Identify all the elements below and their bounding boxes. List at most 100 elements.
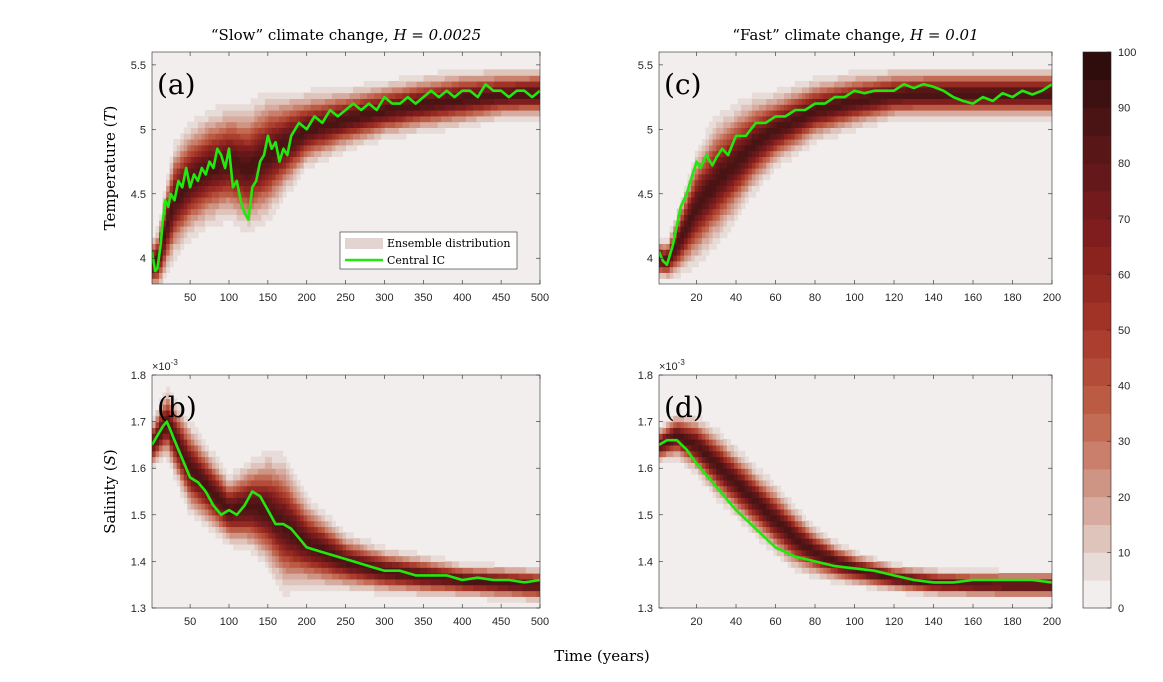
ensemble-cell	[458, 115, 463, 123]
ensemble-cell	[816, 526, 821, 533]
ensemble-cell	[183, 433, 188, 440]
ensemble-cell	[307, 110, 312, 117]
ensemble-cell	[676, 255, 682, 262]
ensemble-cell	[934, 573, 939, 580]
ensemble-cell	[310, 144, 315, 152]
ensemble-cell	[430, 127, 435, 134]
ensemble-cell	[673, 255, 678, 262]
ensemble-cell	[215, 514, 220, 522]
ensemble-cell	[398, 75, 404, 82]
ensemble-cell	[363, 133, 368, 140]
ensemble-cell	[437, 590, 442, 597]
ensemble-cell	[307, 526, 312, 533]
ensemble-cell	[705, 468, 710, 475]
ensemble-cell	[388, 81, 393, 88]
ensemble-cell	[891, 75, 896, 82]
ensemble-cell	[976, 110, 982, 117]
ensemble-cell	[465, 573, 471, 580]
ensemble-cell	[317, 156, 322, 163]
ensemble-cell	[844, 567, 849, 574]
ensemble-cell	[948, 584, 953, 592]
ensemble-cell	[834, 81, 839, 88]
ensemble-cell	[257, 208, 262, 215]
ensemble-cell	[264, 526, 269, 533]
ensemble-cell	[941, 104, 946, 111]
ensemble-cell	[494, 596, 499, 603]
ensemble-cell	[338, 86, 344, 94]
ensemble-cell	[324, 104, 329, 111]
ensemble-cell	[303, 156, 308, 163]
ensemble-cell	[962, 92, 967, 99]
ensemble-cell	[317, 139, 322, 146]
ensemble-cell	[880, 567, 885, 574]
ensemble-cell	[166, 260, 171, 268]
ensemble-cell	[1037, 69, 1042, 76]
ensemble-cell	[834, 104, 839, 111]
ensemble-cell	[190, 139, 195, 146]
ensemble-cell	[413, 92, 418, 99]
ensemble-cell	[759, 144, 764, 152]
ensemble-cell	[830, 578, 835, 586]
ensemble-cell	[880, 115, 885, 123]
ensemble-cell	[905, 573, 910, 580]
ensemble-cell	[923, 567, 928, 574]
ensemble-cell	[264, 497, 269, 504]
ensemble-cell	[1041, 92, 1046, 99]
ensemble-cell	[384, 104, 389, 111]
ensemble-cell	[701, 197, 707, 204]
ensemble-cell	[1048, 92, 1052, 99]
ensemble-cell	[176, 237, 181, 244]
ensemble-cell	[701, 144, 707, 152]
ensemble-cell	[257, 526, 262, 533]
ensemble-cell	[374, 584, 379, 592]
ensemble-cell	[744, 162, 749, 169]
ensemble-cell	[250, 503, 255, 510]
ensemble-cell	[286, 162, 291, 169]
ensemble-cell	[261, 508, 266, 516]
ensemble-cell	[233, 139, 238, 146]
ensemble-cell	[901, 110, 907, 117]
ensemble-cell	[360, 555, 365, 562]
ensemble-cell	[966, 104, 971, 111]
ensemble-cell	[317, 520, 322, 528]
ensemble-cell	[229, 133, 234, 140]
ensemble-cell	[723, 231, 728, 239]
ensemble-cell	[766, 92, 771, 99]
ensemble-cell	[926, 104, 932, 111]
ensemble-cell	[680, 415, 685, 423]
ensemble-cell	[236, 150, 241, 157]
ensemble-cell	[257, 468, 262, 475]
ensemble-cell	[176, 150, 181, 157]
ensemble-cell	[219, 514, 224, 522]
ensemble-cell	[809, 555, 814, 562]
ensemble-cell	[769, 497, 774, 504]
ensemble-cell	[787, 497, 792, 504]
x-tick-label: 160	[964, 292, 982, 304]
ensemble-cell	[349, 133, 354, 140]
ensemble-cell	[275, 479, 280, 487]
ensemble-cell	[349, 555, 354, 562]
ensemble-cell	[701, 421, 707, 429]
ensemble-cell	[469, 75, 474, 82]
ensemble-cell	[923, 584, 928, 592]
ensemble-cell	[176, 421, 181, 429]
ensemble-cell	[959, 567, 964, 574]
ensemble-cell	[705, 226, 710, 233]
ensemble-cell	[208, 191, 213, 198]
ensemble-cell	[321, 584, 326, 592]
ensemble-cell	[905, 75, 910, 82]
ensemble-cell	[794, 104, 799, 111]
ensemble-cell	[342, 110, 347, 117]
ensemble-cell	[812, 549, 817, 557]
ensemble-cell	[250, 497, 255, 504]
ensemble-cell	[208, 127, 213, 134]
ensemble-cell	[264, 150, 269, 157]
ensemble-cell	[1001, 92, 1007, 99]
ensemble-cell	[257, 150, 262, 157]
ensemble-cell	[776, 526, 782, 533]
ensemble-cell	[321, 508, 326, 516]
ensemble-cell	[197, 179, 202, 186]
ensemble-cell	[278, 98, 284, 105]
ensemble-cell	[374, 578, 379, 586]
ensemble-cell	[705, 173, 710, 181]
